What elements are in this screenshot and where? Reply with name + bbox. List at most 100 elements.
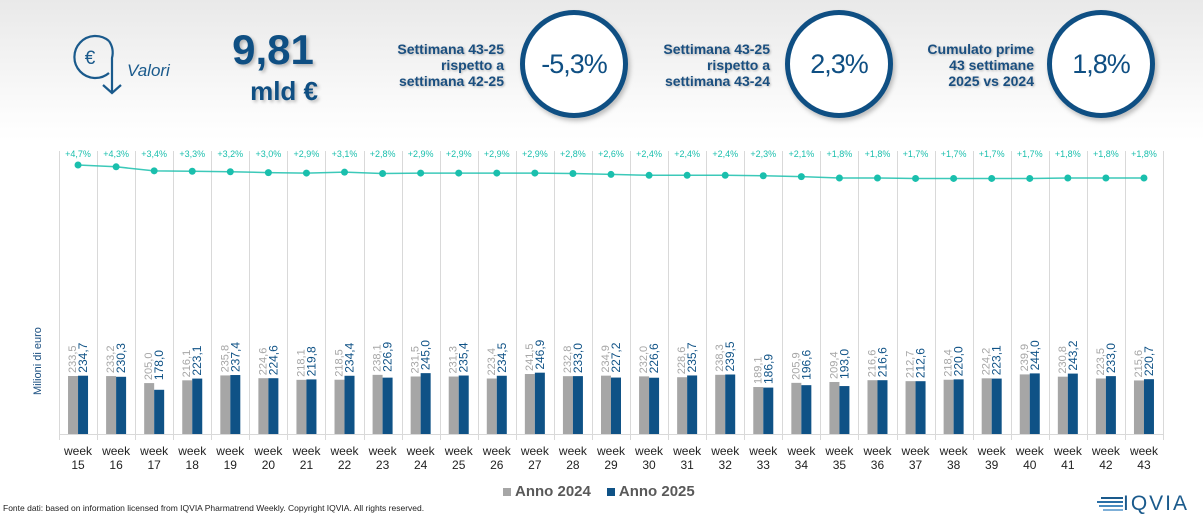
bar-label-2025: 230,3 [114, 343, 128, 373]
x-tick-label: 21 [300, 458, 314, 470]
bar-2024 [639, 376, 650, 434]
growth-label: +3,0% [255, 149, 281, 159]
bar-label-2025: 239,5 [723, 341, 737, 371]
kpi-label-line: settimana 42-25 [398, 73, 504, 89]
total-unit: mld € [250, 76, 318, 106]
x-tick-label: 15 [71, 458, 85, 470]
growth-label: +2,1% [788, 149, 814, 159]
growth-label: +2,4% [636, 149, 662, 159]
x-tick-label: 34 [795, 458, 809, 470]
bar-label-2025: 227,2 [609, 342, 623, 372]
bar-2025 [496, 375, 507, 434]
bar-label-2024: 232,8 [562, 346, 574, 374]
growth-point [417, 169, 425, 177]
bar-2025 [420, 373, 431, 434]
bar-label-2024: 189,1 [752, 356, 764, 384]
bar-label-2025: 223,1 [190, 345, 204, 375]
bar-label-2025: 212,6 [914, 348, 928, 378]
growth-label: +3,3% [179, 149, 205, 159]
bar-2025 [306, 379, 317, 434]
x-tick-label: 32 [719, 458, 733, 470]
x-tick-label: week [406, 444, 436, 458]
bar-label-2024: 228,6 [676, 347, 688, 375]
bar-label-2025: 223,1 [990, 345, 1004, 375]
growth-label: +2,8% [560, 149, 586, 159]
x-tick-label: 23 [376, 458, 390, 470]
bar-label-2025: 186,9 [761, 354, 775, 384]
bar-2024 [106, 376, 117, 434]
x-tick-label: 22 [338, 458, 352, 470]
bar-2024 [943, 379, 954, 434]
growth-point [112, 163, 120, 171]
x-tick-label: week [939, 444, 969, 458]
bar-2025 [1067, 373, 1078, 434]
x-tick-label: 28 [566, 458, 580, 470]
growth-label: +2,9% [522, 149, 548, 159]
bar-label-2024: 218,4 [943, 349, 955, 377]
x-tick-label: week [482, 444, 512, 458]
bar-label-2025: 196,6 [799, 350, 813, 380]
growth-point [645, 171, 653, 179]
growth-point [379, 170, 387, 178]
chart-legend: Anno 2024 Anno 2025 [503, 483, 711, 500]
growth-label: +1,8% [1131, 149, 1157, 159]
bar-2025 [877, 380, 888, 434]
x-tick-label: week [824, 444, 854, 458]
x-tick-label: week [139, 444, 169, 458]
weekly-sales-chart: 233,5234,7week15233,2230,3week16205,0178… [59, 149, 1164, 470]
x-tick-label: week [862, 444, 892, 458]
bar-label-2025: 233,0 [571, 343, 585, 373]
bar-label-2024: 216,1 [181, 350, 193, 378]
iqvia-logo-lines-icon [1097, 497, 1123, 511]
growth-label: +2,9% [484, 149, 510, 159]
x-tick-label: 16 [109, 458, 123, 470]
bar-label-2025: 243,2 [1066, 340, 1080, 370]
bar-2024 [448, 376, 459, 434]
bar-label-2025: 245,0 [419, 340, 433, 370]
growth-label: +1,7% [903, 149, 929, 159]
growth-label: +2,4% [674, 149, 700, 159]
growth-point [950, 174, 958, 182]
bar-2024 [68, 376, 79, 434]
bar-2025 [382, 377, 393, 434]
source-note: Fonte dati: based on information license… [3, 503, 425, 513]
bar-2025 [116, 376, 127, 434]
bar-2025 [78, 375, 89, 434]
kpi-label-line: rispetto a [706, 57, 770, 73]
kpi-value-weekly-change: -5,3% [520, 10, 628, 118]
bar-2025 [534, 372, 545, 434]
x-tick-label: 31 [680, 458, 694, 470]
kpi-label-line: Settimana 43-25 [663, 41, 770, 57]
bar-label-2025: 193,0 [837, 349, 851, 379]
bar-label-2024: 231,3 [448, 346, 460, 374]
bar-2025 [839, 386, 850, 434]
growth-point [607, 170, 615, 178]
bar-label-2024: 218,1 [295, 349, 307, 377]
x-tick-label: week [1091, 444, 1121, 458]
x-tick-label: week [634, 444, 664, 458]
bar-2024 [372, 374, 383, 434]
bar-label-2024: 223,4 [486, 348, 498, 376]
x-tick-label: 41 [1061, 458, 1075, 470]
bar-2025 [1029, 373, 1040, 434]
bar-label-2025: 234,5 [495, 342, 509, 372]
growth-label: +1,8% [827, 149, 853, 159]
euro-down-arrow-icon: € [65, 28, 135, 98]
bar-label-2025: 237,4 [228, 342, 242, 372]
iqvia-logo: IQVIA [1097, 493, 1189, 515]
kpi-label-line: Cumulato prime [927, 41, 1034, 57]
growth-point [721, 171, 729, 179]
x-tick-label: week [596, 444, 626, 458]
bar-2024 [410, 376, 421, 434]
growth-label: +2,8% [370, 149, 396, 159]
bar-label-2025: 244,0 [1028, 340, 1042, 370]
bar-2024 [144, 383, 155, 434]
valori-label: Valori [127, 61, 170, 80]
growth-point [759, 172, 767, 180]
bar-2025 [1105, 376, 1116, 434]
growth-point [341, 168, 349, 176]
bar-label-2024: 209,4 [828, 351, 840, 379]
x-tick-label: week [444, 444, 474, 458]
x-tick-label: 38 [947, 458, 961, 470]
bar-2025 [458, 375, 469, 434]
